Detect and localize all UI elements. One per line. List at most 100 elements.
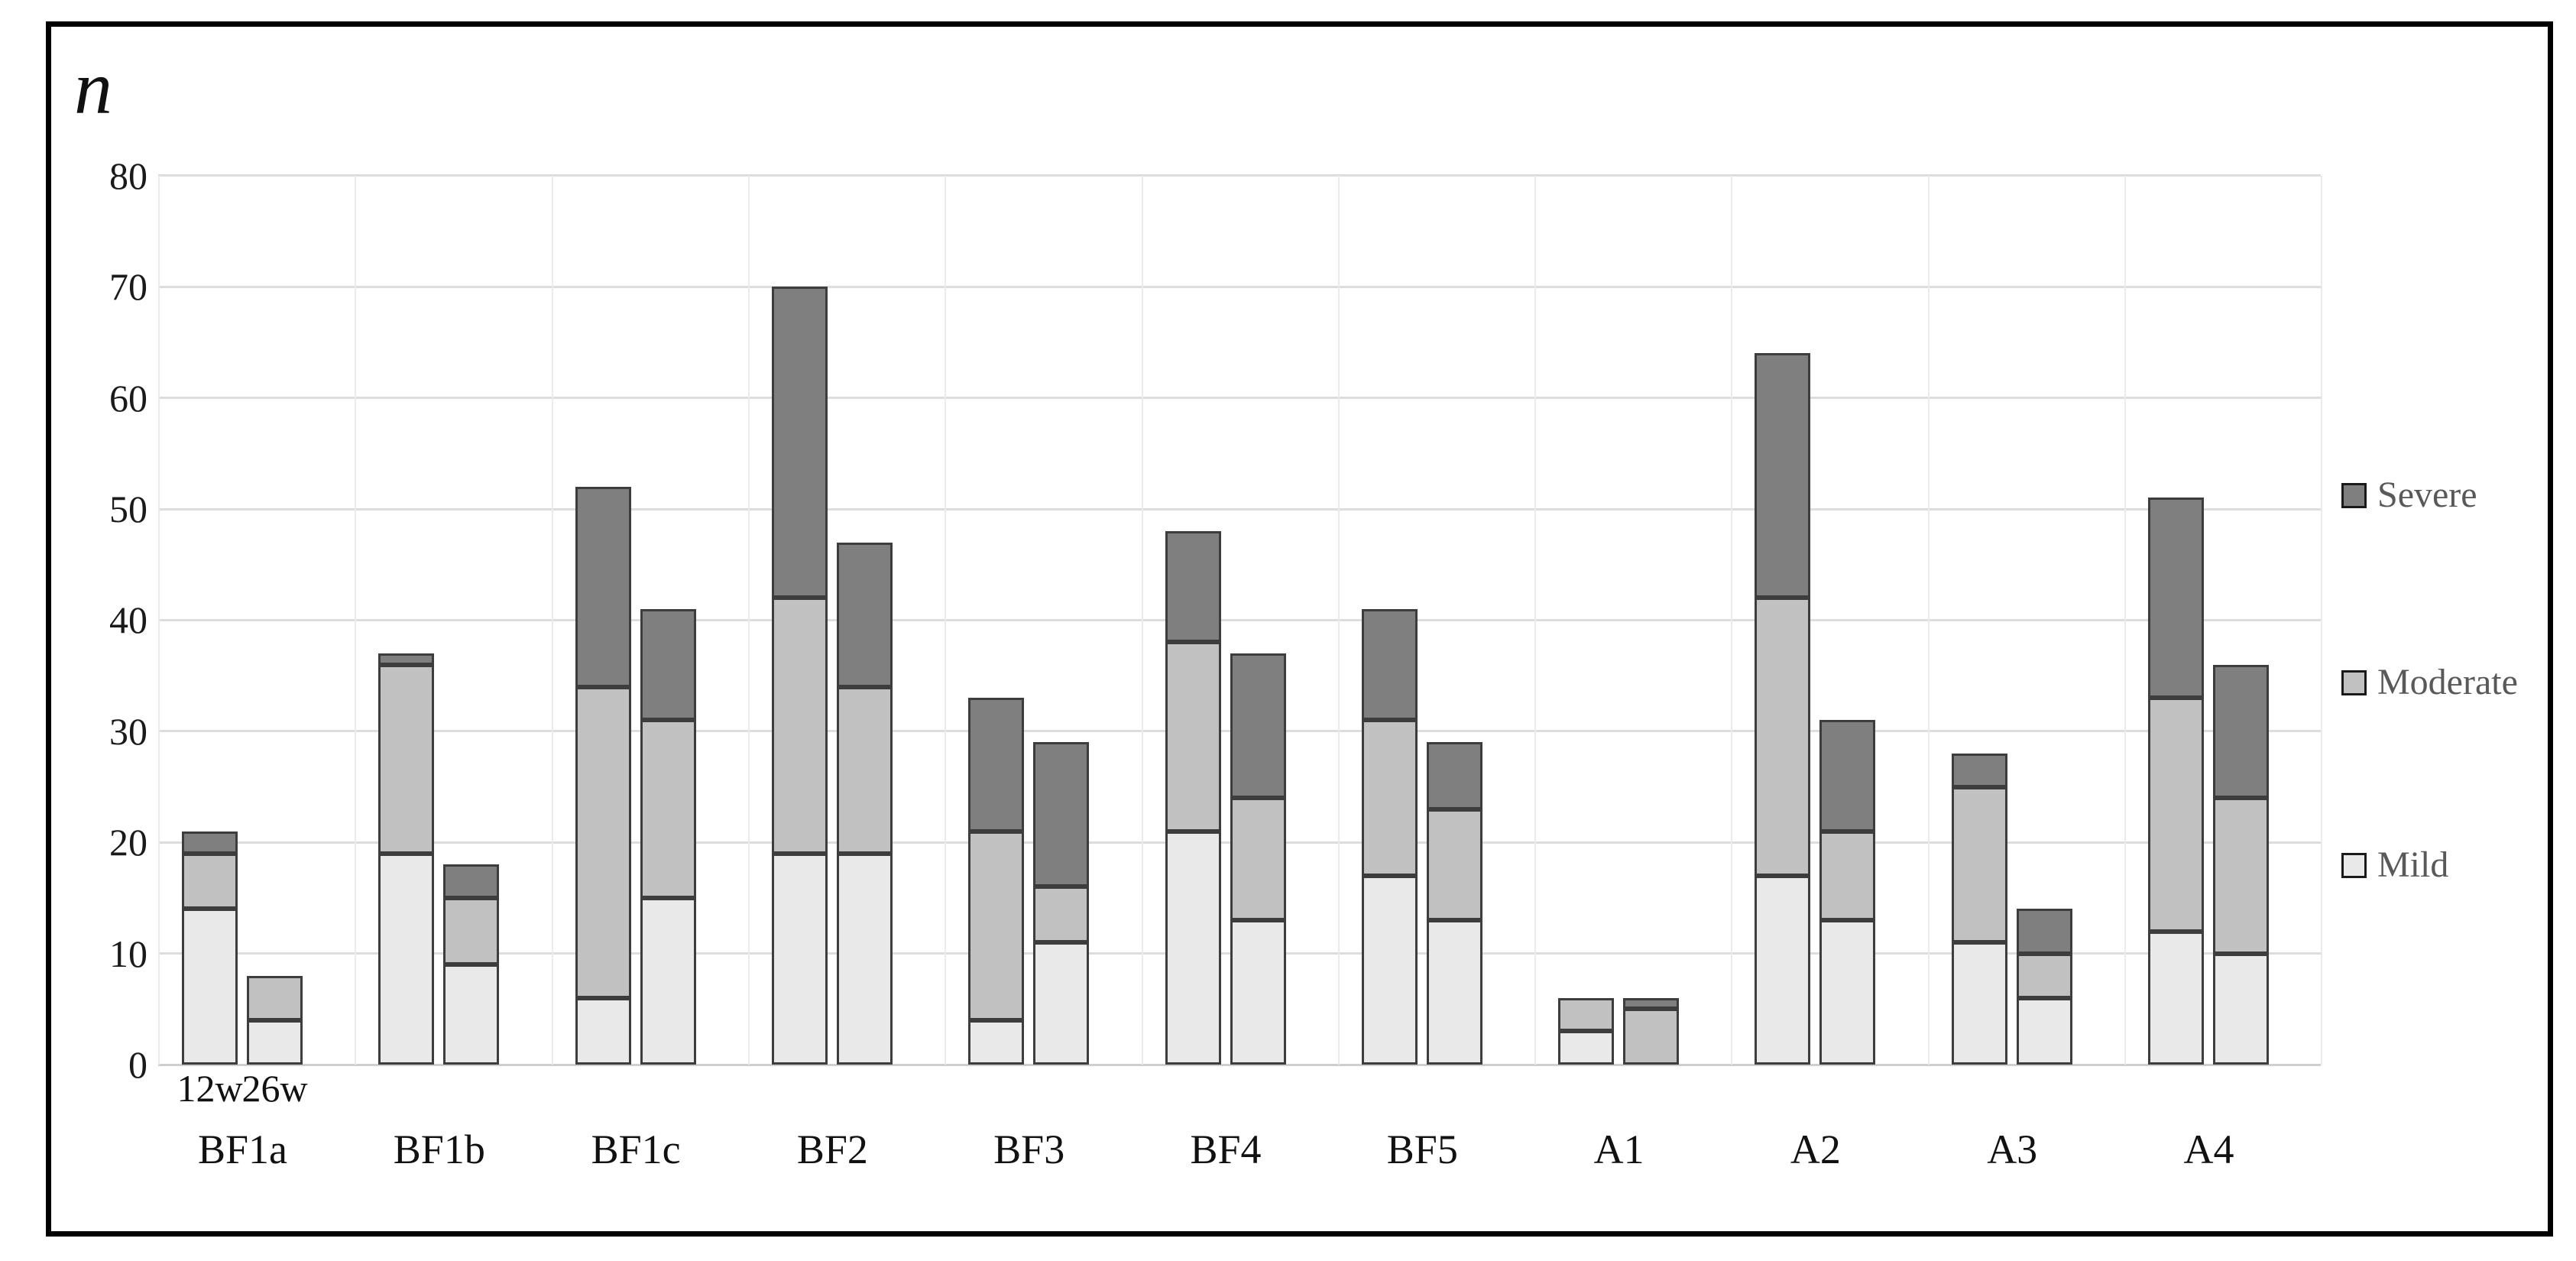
y-tick-label: 10: [109, 932, 147, 975]
category-label-A1: A1: [1593, 1126, 1644, 1172]
bar-segment-A2-12w-moderate: [1755, 598, 1811, 876]
bar-segment-BF3-26w-mild: [1033, 942, 1090, 1065]
bar-segment-BF1c-26w-mild: [640, 897, 696, 1065]
bar-segment-BF4-26w-severe: [1230, 653, 1286, 799]
bar-segment-BF4-12w-severe: [1165, 531, 1221, 643]
category-boundary-line: [551, 175, 553, 1065]
y-tick-label: 0: [128, 1043, 147, 1086]
bar-BF5-26w: [1426, 742, 1482, 1065]
bar-BF1b-12w: [378, 653, 435, 1065]
bar-segment-BF3-12w-mild: [968, 1019, 1025, 1065]
gridline-y-60: [158, 397, 2321, 400]
category-boundary-line: [747, 175, 750, 1065]
bar-segment-A3-12w-mild: [1951, 942, 2007, 1065]
category-label-BF3: BF3: [993, 1126, 1065, 1172]
gridline-y-40: [158, 618, 2321, 621]
bar-segment-BF3-12w-severe: [968, 698, 1025, 831]
bar-segment-A4-12w-moderate: [2148, 698, 2204, 932]
bar-segment-A4-26w-mild: [2213, 953, 2269, 1065]
bar-segment-A4-26w-severe: [2213, 664, 2269, 799]
bar-segment-BF1a-26w-moderate: [247, 975, 303, 1020]
legend-swatch-moderate: [2341, 669, 2367, 695]
bar-segment-BF1b-26w-severe: [443, 864, 500, 898]
bar-segment-BF2-26w-severe: [836, 542, 893, 687]
bar-segment-BF1c-12w-severe: [575, 486, 631, 687]
legend-item-mild: Mild: [2341, 847, 2448, 883]
bar-A4-26w: [2213, 664, 2269, 1065]
bar-segment-A1-26w-severe: [1623, 997, 1680, 1010]
category-boundary-line: [1927, 175, 1930, 1065]
bar-segment-BF1c-26w-severe: [640, 608, 696, 721]
bar-BF1a-26w: [247, 975, 303, 1065]
bar-A1-26w: [1623, 997, 1680, 1065]
bar-A4-12w: [2148, 498, 2204, 1065]
bar-segment-BF5-26w-moderate: [1426, 809, 1482, 920]
bar-segment-BF3-26w-moderate: [1033, 887, 1090, 943]
bar-segment-BF4-12w-moderate: [1165, 642, 1221, 831]
bar-BF1c-26w: [640, 608, 696, 1065]
y-tick-label: 40: [109, 598, 147, 642]
bar-BF1c-12w: [575, 486, 631, 1065]
timepoint-label-26w: 26w: [241, 1067, 308, 1110]
bar-segment-BF5-12w-mild: [1361, 875, 1418, 1065]
category-boundary-line: [2124, 175, 2126, 1065]
bar-A2-12w: [1755, 353, 1811, 1065]
bar-segment-BF2-12w-moderate: [771, 598, 828, 854]
bar-segment-A2-12w-mild: [1755, 875, 1811, 1065]
bar-segment-A4-12w-severe: [2148, 498, 2204, 699]
bar-segment-BF1b-12w-mild: [378, 853, 435, 1065]
bar-segment-A2-26w-moderate: [1819, 831, 1876, 920]
bar-segment-BF5-12w-moderate: [1361, 720, 1418, 876]
bar-segment-A3-26w-moderate: [2016, 953, 2072, 998]
category-boundary-line: [945, 175, 947, 1065]
bar-BF3-26w: [1033, 742, 1090, 1065]
y-tick-label: 60: [109, 376, 147, 420]
bar-BF2-26w: [836, 542, 893, 1065]
y-tick-label: 30: [109, 709, 147, 753]
bar-segment-A2-26w-severe: [1819, 720, 1876, 831]
legend-swatch-mild: [2341, 852, 2367, 878]
bar-segment-A3-12w-moderate: [1951, 786, 2007, 943]
bar-segment-A3-26w-severe: [2016, 909, 2072, 954]
bar-segment-A1-12w-mild: [1558, 1031, 1615, 1065]
y-tick-label: 20: [109, 821, 147, 864]
y-tick-label: 50: [109, 488, 147, 530]
category-label-BF4: BF4: [1190, 1126, 1262, 1172]
y-tick-label: 70: [109, 265, 147, 309]
bar-segment-BF4-12w-mild: [1165, 831, 1221, 1065]
bar-BF5-12w: [1361, 608, 1418, 1065]
bar-segment-BF2-26w-moderate: [836, 686, 893, 854]
category-boundary-line: [1337, 175, 1340, 1065]
legend-label: Severe: [2377, 475, 2477, 515]
bar-segment-BF4-26w-moderate: [1230, 798, 1286, 920]
bar-segment-A1-12w-moderate: [1558, 997, 1615, 1032]
category-boundary-line: [1731, 175, 1733, 1065]
legend-item-severe: Severe: [2341, 477, 2477, 514]
gridline-y-50: [158, 507, 2321, 511]
bar-BF4-26w: [1230, 653, 1286, 1065]
figure-frame: n 0 10 20 30 40 50 60 70 80 BF1a BF1b BF1c BF2 BF3 BF4…: [46, 21, 2553, 1237]
bar-segment-BF1a-12w-severe: [182, 831, 238, 854]
category-label-BF2: BF2: [796, 1126, 868, 1172]
bar-segment-BF1b-26w-mild: [443, 964, 500, 1065]
y-tick-label: 80: [109, 154, 147, 197]
bar-segment-BF2-12w-severe: [771, 287, 828, 598]
legend-item-moderate: Moderate: [2341, 664, 2518, 701]
bar-segment-BF1b-12w-moderate: [378, 664, 435, 854]
bar-A1-12w: [1558, 997, 1615, 1065]
legend-label: Moderate: [2377, 662, 2518, 702]
bar-segment-BF1b-26w-moderate: [443, 897, 500, 965]
bar-segment-BF1c-26w-moderate: [640, 720, 696, 898]
bar-segment-BF1b-12w-severe: [378, 653, 435, 665]
category-label-A4: A4: [2183, 1126, 2234, 1172]
bar-BF2-12w: [771, 287, 828, 1065]
gridline-y-70: [158, 285, 2321, 288]
bar-segment-BF3-12w-moderate: [968, 831, 1025, 1020]
timepoint-label-12w: 12w: [177, 1067, 243, 1110]
bar-A2-26w: [1819, 720, 1876, 1065]
category-label-A2: A2: [1790, 1126, 1841, 1172]
category-label-BF5: BF5: [1386, 1126, 1458, 1172]
bar-segment-A3-12w-severe: [1951, 753, 2007, 787]
bar-BF1b-26w: [443, 864, 500, 1065]
bar-segment-A4-12w-mild: [2148, 931, 2204, 1065]
